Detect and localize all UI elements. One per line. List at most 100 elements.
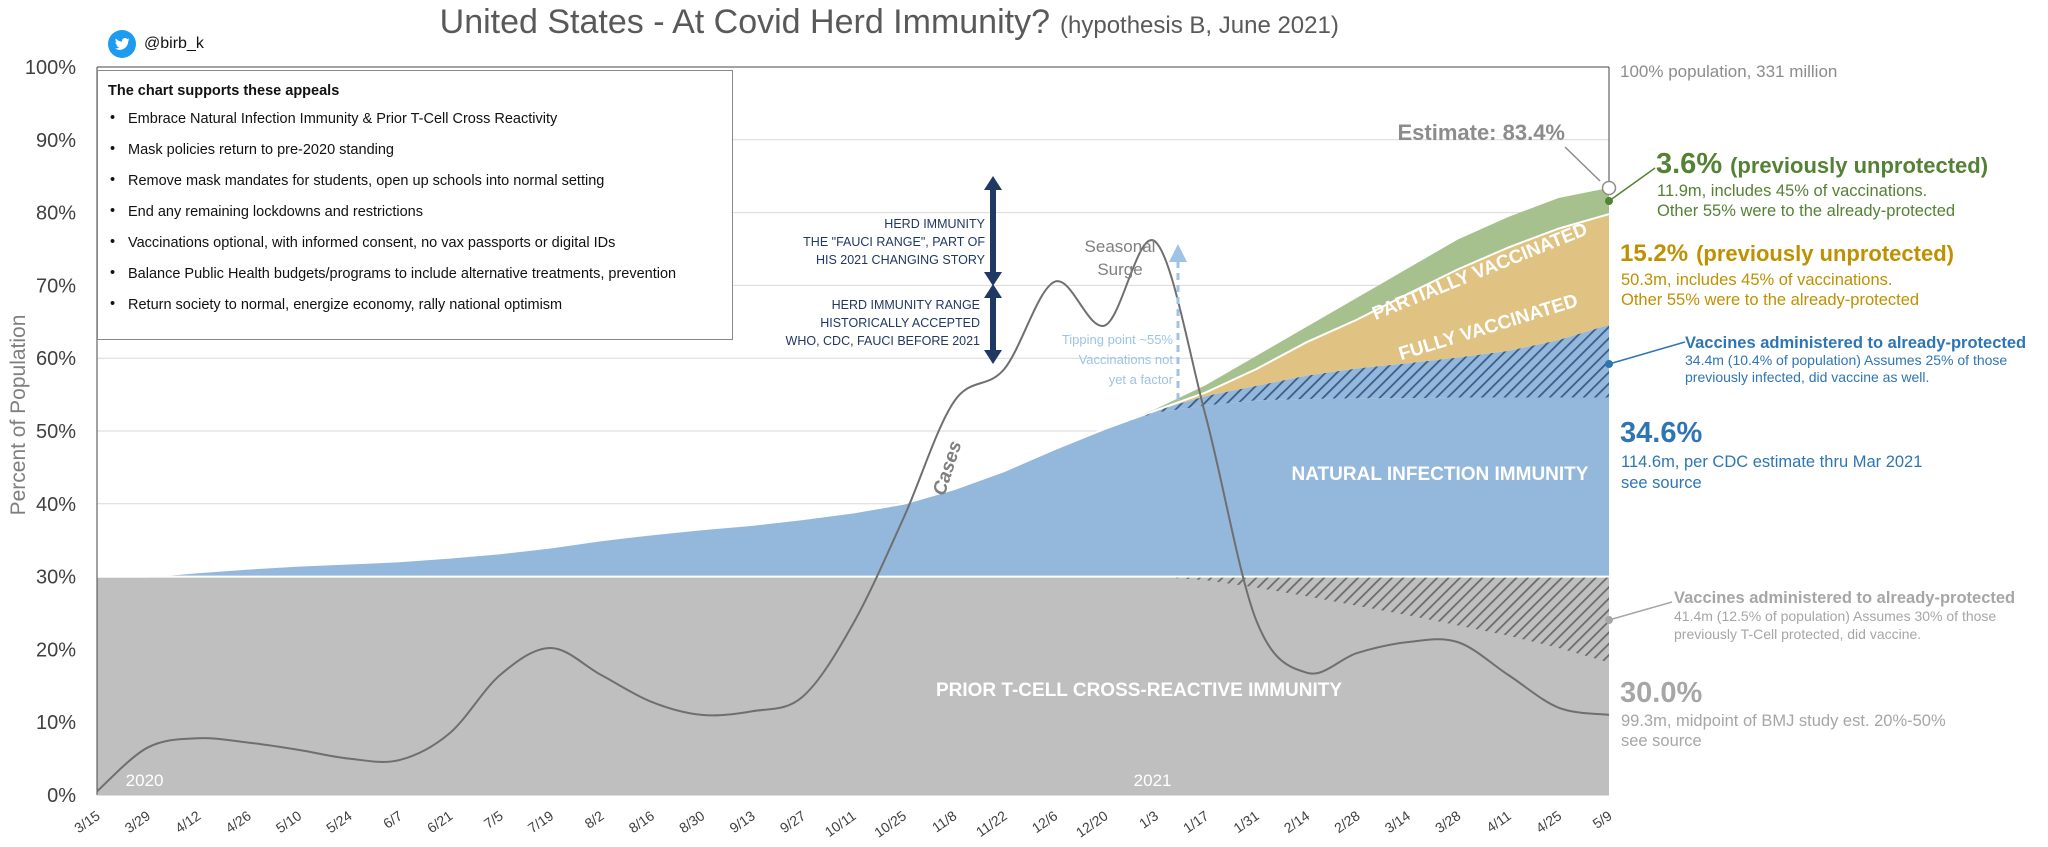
x-tick-label: 9/27 <box>777 807 809 836</box>
x-tick-label: 5/10 <box>273 807 305 836</box>
tcell-area <box>97 575 1609 795</box>
vax-tcell-line2: previously T-Cell protected, did vaccine… <box>1674 626 1921 642</box>
x-tick-label: 1/31 <box>1230 807 1262 836</box>
y-axis-label: Percent of Population <box>7 315 30 516</box>
partial-leader-line <box>1608 167 1656 202</box>
herd-fauci-line1: HERD IMMUNITY <box>884 217 985 231</box>
x-tick-label: 2/28 <box>1331 807 1363 836</box>
x-tick-label: 8/30 <box>676 807 708 836</box>
partial-percent: 3.6% (previously unprotected) <box>1656 148 1988 180</box>
natural-percent: 34.6% <box>1620 417 1702 449</box>
fauci-range-bottom-arrow <box>984 272 1002 286</box>
historical-range-bottom-arrow <box>984 350 1002 364</box>
estimate-marker <box>1601 180 1617 196</box>
area-bands <box>97 187 1610 795</box>
y-tick-label: 10% <box>36 712 76 734</box>
fauci-range-top-arrow <box>984 176 1002 190</box>
x-tick-label: 6/7 <box>380 807 405 831</box>
y-tick-label: 80% <box>36 203 76 225</box>
cases-line <box>96 239 1610 793</box>
vax-natural-leader-line <box>1608 341 1686 365</box>
x-tick-label: 4/25 <box>1533 807 1565 836</box>
year-label: 2020 <box>126 771 164 790</box>
x-tick-label: 7/5 <box>481 807 506 831</box>
x-tick-label: 5/24 <box>323 807 355 836</box>
x-tick-label: 11/8 <box>929 807 960 835</box>
herd-historical-line3: WHO, CDC, FAUCI BEFORE 2021 <box>786 334 981 348</box>
x-tick-label: 9/13 <box>726 807 758 836</box>
tcell-percent: 30.0% <box>1620 677 1702 709</box>
tcell-line1: 99.3m, midpoint of BMJ study est. 20%-50… <box>1621 712 1946 730</box>
natural-band-label: NATURAL INFECTION IMMUNITY <box>1292 464 1589 485</box>
fully-percent-note: (previously unprotected) <box>1696 241 1954 266</box>
partial-line2: Other 55% were to the already-protected <box>1657 202 1955 220</box>
herd-fauci-line3: HIS 2021 CHANGING STORY <box>816 253 986 267</box>
tipping-point-line1: Tipping point ~55% <box>1062 332 1174 347</box>
x-tick-label: 10/11 <box>822 807 859 840</box>
x-tick-label: 5/9 <box>1590 807 1615 831</box>
fully-line1: 50.3m, includes 45% of vaccinations. <box>1621 271 1893 289</box>
natural-line1: 114.6m, per CDC estimate thru Mar 2021 <box>1621 453 1922 471</box>
fully-line2: Other 55% were to the already-protected <box>1621 291 1919 309</box>
tcell-line2: see source <box>1621 732 1702 750</box>
vax-tcell-leader-line <box>1608 601 1673 621</box>
historical-range-top-arrow <box>984 284 1002 298</box>
y-tick-label: 0% <box>47 785 76 807</box>
x-tick-label: 11/22 <box>973 807 1010 840</box>
vax-tcell-line1: 41.4m (12.5% of population) Assumes 30% … <box>1674 608 1996 624</box>
x-tick-label: 3/29 <box>122 807 154 836</box>
tcell-band-label: PRIOR T-CELL CROSS-REACTIVE IMMUNITY <box>936 680 1342 701</box>
fully-percent: 15.2% (previously unprotected) <box>1620 240 1954 267</box>
natural-line2: see source <box>1621 474 1702 492</box>
vax-natural-title: Vaccines administered to already-protect… <box>1685 334 2026 352</box>
x-tick-label: 1/3 <box>1136 807 1161 831</box>
seasonal-surge-label-line2: Surge <box>1097 260 1142 279</box>
natural-top-line <box>97 325 551 411</box>
y-tick-label: 30% <box>36 567 76 589</box>
cases-curve <box>96 239 1610 793</box>
x-tick-label: 3/14 <box>1382 807 1414 836</box>
x-tick-label: 10/25 <box>871 807 909 840</box>
partial-percent-note: (previously unprotected) <box>1730 153 1988 178</box>
y-tick-label: 60% <box>36 348 76 370</box>
estimate-label: Estimate: 83.4% <box>1397 120 1565 145</box>
chart-subtitle: (hypothesis B, June 2021) <box>1060 12 1339 39</box>
partial-marker <box>1605 197 1613 205</box>
y-axis-ticks: 0% 10% 20% 30% 40% 50% 60% 70% 80% 90% 100% <box>25 57 76 807</box>
vax-natural-line2: previously infected, did vaccine as well… <box>1685 369 1929 385</box>
y-tick-label: 20% <box>36 639 76 661</box>
herd-fauci-line2: THE "FAUCI RANGE", PART OF <box>803 235 985 249</box>
vax-natural-line1: 34.4m (10.4% of population) Assumes 25% … <box>1685 352 2007 368</box>
y-tick-label: 100% <box>25 57 76 79</box>
fully-top-line <box>97 213 1610 578</box>
vax-natural-marker <box>1605 360 1613 368</box>
herd-historical-line2: HISTORICALLY ACCEPTED <box>820 316 980 330</box>
x-tick-label: 3/28 <box>1432 807 1464 836</box>
chart-title: United States - At Covid Herd Immunity? <box>440 3 1050 41</box>
tipping-point-line2: Vaccinations not <box>1079 352 1174 367</box>
y-tick-label: 50% <box>36 421 76 443</box>
partial-percent-value: 3.6% <box>1656 148 1722 180</box>
partial-line1: 11.9m, includes 45% of vaccinations. <box>1657 182 1927 200</box>
estimate-leader-line <box>1564 146 1601 182</box>
y-tick-label: 40% <box>36 494 76 516</box>
population-label: 100% population, 331 million <box>1620 62 1837 81</box>
x-tick-label: 6/21 <box>424 807 456 836</box>
x-tick-label: 3/15 <box>71 807 103 836</box>
x-tick-label: 7/19 <box>525 807 557 836</box>
x-tick-label: 4/26 <box>222 807 254 836</box>
x-tick-label: 4/12 <box>172 807 204 836</box>
x-tick-label: 4/11 <box>1483 807 1514 835</box>
fully-percent-value: 15.2% <box>1620 240 1688 267</box>
x-tick-label: 8/16 <box>626 807 658 836</box>
x-tick-label: 8/2 <box>582 807 607 831</box>
herd-historical-line1: HERD IMMUNITY RANGE <box>832 298 980 312</box>
vax-tcell-marker <box>1605 616 1613 624</box>
x-tick-label: 12/6 <box>1029 807 1061 836</box>
seasonal-surge-label-line1: Seasonal <box>1085 237 1156 256</box>
vax-tcell-hatch-area <box>97 575 1609 663</box>
tipping-point-line3: yet a factor <box>1109 372 1174 387</box>
vax-tcell-title: Vaccines administered to already-protect… <box>1674 589 2015 607</box>
